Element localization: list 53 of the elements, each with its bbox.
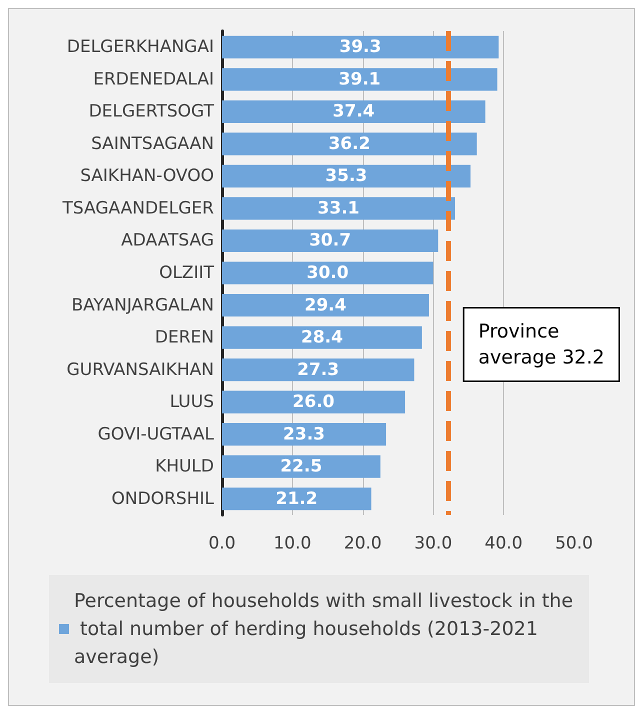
x-tick-label: 20.0	[344, 534, 382, 554]
legend-label: Percentage of households with small livestock in the total number of herding households (2013-2021 average)	[74, 590, 574, 668]
bar	[222, 294, 429, 317]
y-tick-label: OLZIIT	[159, 263, 215, 283]
bar	[222, 100, 486, 123]
data-label: 23.3	[283, 424, 325, 444]
x-tick-label: 40.0	[484, 534, 523, 554]
bar	[222, 390, 406, 414]
data-label: 26.0	[292, 392, 335, 412]
y-tick-label: GOVI-UGTAAL	[98, 424, 215, 444]
bar	[222, 423, 386, 446]
data-label: 39.3	[339, 37, 382, 58]
y-tick-label: ADAATSAG	[121, 230, 214, 251]
y-tick-label: ERDENEDALAI	[93, 69, 214, 90]
data-label: 39.1	[338, 69, 381, 90]
bar	[222, 358, 414, 382]
bar	[222, 132, 477, 156]
y-tick-label: GURVANSAIKHAN	[66, 360, 214, 380]
bar	[222, 326, 422, 349]
bar	[222, 164, 471, 188]
data-label: 35.3	[325, 166, 368, 186]
data-label: 33.1	[318, 198, 360, 218]
data-label: 30.0	[306, 263, 349, 283]
y-tick-label: BAYANJARGALAN	[71, 295, 214, 316]
bar	[222, 197, 456, 220]
y-tick-label: SAINTSAGAAN	[91, 134, 214, 154]
y-tick-label: DEREN	[154, 328, 214, 348]
bar	[222, 36, 499, 58]
y-tick-label: TSAGAANDELGER	[62, 198, 214, 218]
data-label: 37.4	[332, 102, 375, 122]
bar	[222, 68, 498, 91]
bar	[222, 262, 434, 284]
x-tick-label: 50.0	[555, 534, 593, 554]
y-tick-label: ONDORSHIL	[112, 488, 215, 509]
data-label: 29.4	[304, 295, 347, 316]
x-tick-label: 0.0	[208, 534, 236, 554]
data-label: 30.7	[309, 230, 352, 251]
y-tick-label: SAIKHAN-OVOO	[80, 166, 214, 186]
data-label: 22.5	[280, 456, 322, 477]
y-tick-label: DELGERKHANGAI	[66, 37, 214, 58]
bar	[222, 229, 438, 252]
x-tick-label: 30.0	[414, 534, 452, 554]
x-tick-label: 10.0	[273, 534, 312, 554]
y-tick-label: LUUS	[170, 392, 214, 412]
data-label: 27.3	[297, 360, 340, 380]
data-label: 36.2	[328, 134, 370, 154]
y-tick-label: DELGERTSOGT	[88, 102, 215, 122]
data-label: 28.4	[300, 328, 344, 348]
data-label: 21.2	[276, 488, 318, 509]
y-tick-label: KHULD	[155, 456, 214, 477]
bar	[222, 455, 380, 478]
ref-line-label: Province average 32.2	[478, 320, 605, 368]
bar	[222, 488, 372, 510]
